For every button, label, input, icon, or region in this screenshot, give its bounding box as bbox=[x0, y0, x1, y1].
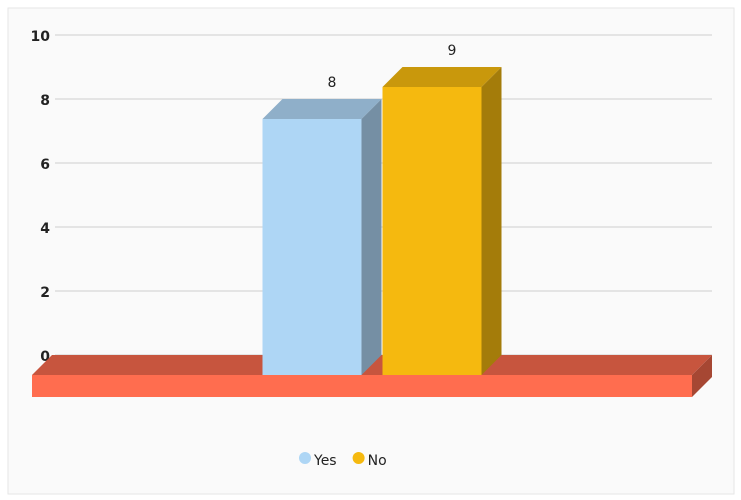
bar bbox=[382, 87, 482, 375]
y-tick-label: 4 bbox=[40, 221, 50, 237]
legend-label: No bbox=[368, 453, 387, 469]
value-label: 8 bbox=[328, 75, 337, 91]
floor-side bbox=[692, 355, 712, 397]
y-tick-label: 0 bbox=[40, 349, 50, 365]
legend-swatch bbox=[352, 452, 365, 464]
value-label: 9 bbox=[448, 43, 457, 59]
floor-top bbox=[32, 355, 712, 375]
legend-label: Yes bbox=[313, 453, 337, 469]
bar-side bbox=[481, 67, 502, 375]
legend-swatch bbox=[299, 452, 311, 464]
floor-front bbox=[32, 375, 692, 397]
bar-top bbox=[382, 67, 502, 87]
bar bbox=[262, 119, 362, 375]
bar-side bbox=[361, 99, 382, 375]
y-tick-label: 10 bbox=[31, 29, 51, 45]
bar-top bbox=[262, 99, 382, 119]
y-tick-label: 6 bbox=[40, 157, 50, 173]
y-tick-label: 2 bbox=[40, 285, 50, 301]
y-tick-label: 8 bbox=[40, 93, 50, 109]
